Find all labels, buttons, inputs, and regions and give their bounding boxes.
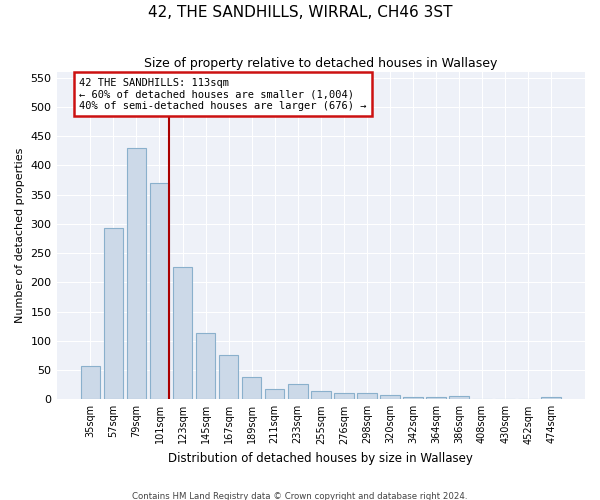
Bar bbox=[311, 390, 331, 400]
Bar bbox=[357, 394, 377, 400]
Bar bbox=[196, 333, 215, 400]
Bar bbox=[242, 377, 262, 400]
Text: 42, THE SANDHILLS, WIRRAL, CH46 3ST: 42, THE SANDHILLS, WIRRAL, CH46 3ST bbox=[148, 5, 452, 20]
Bar bbox=[173, 267, 193, 400]
Bar bbox=[334, 394, 353, 400]
Title: Size of property relative to detached houses in Wallasey: Size of property relative to detached ho… bbox=[144, 58, 497, 70]
Text: Contains HM Land Registry data © Crown copyright and database right 2024.: Contains HM Land Registry data © Crown c… bbox=[132, 492, 468, 500]
Bar bbox=[380, 395, 400, 400]
Bar bbox=[127, 148, 146, 400]
Bar bbox=[149, 183, 169, 400]
Bar bbox=[449, 396, 469, 400]
Bar bbox=[541, 397, 561, 400]
Bar bbox=[104, 228, 123, 400]
Bar bbox=[403, 397, 423, 400]
Bar bbox=[288, 384, 308, 400]
Y-axis label: Number of detached properties: Number of detached properties bbox=[15, 148, 25, 323]
Bar bbox=[426, 397, 446, 400]
Bar bbox=[80, 366, 100, 400]
Bar bbox=[219, 355, 238, 400]
Text: 42 THE SANDHILLS: 113sqm
← 60% of detached houses are smaller (1,004)
40% of sem: 42 THE SANDHILLS: 113sqm ← 60% of detach… bbox=[79, 78, 367, 110]
X-axis label: Distribution of detached houses by size in Wallasey: Distribution of detached houses by size … bbox=[169, 452, 473, 465]
Bar bbox=[265, 390, 284, 400]
